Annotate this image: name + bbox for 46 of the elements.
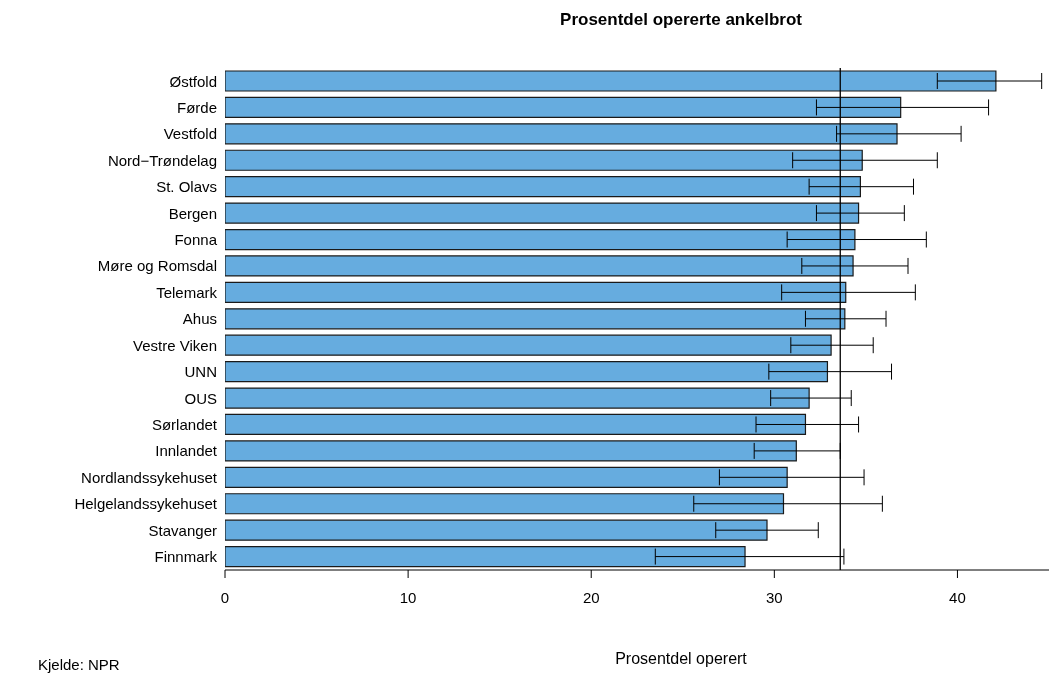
bar — [225, 281, 847, 303]
y-tick-label: Finnmark — [154, 548, 218, 566]
x-tick-label: 20 — [582, 588, 600, 606]
bar — [225, 361, 829, 383]
bar — [225, 413, 807, 436]
y-tick-label: Innlandet — [155, 442, 218, 460]
x-tick-label: 10 — [399, 588, 417, 606]
bar — [225, 545, 746, 568]
y-tick-label: Ahus — [182, 310, 217, 328]
bar — [225, 466, 788, 488]
bar — [225, 440, 797, 462]
y-tick-label: Fonna — [174, 231, 218, 249]
x-tick-label: 40 — [949, 588, 966, 606]
y-tick-label: UNN — [184, 363, 217, 381]
y-tick-label: Helgelandssykehuset — [74, 495, 218, 513]
y-tick-label: Telemark — [156, 283, 218, 301]
bar — [225, 255, 854, 277]
bar — [225, 96, 902, 119]
y-tick-label: Vestre Viken — [133, 336, 217, 354]
y-tick-label: OUS — [184, 389, 217, 407]
y-tick-label: Vestfold — [163, 125, 217, 143]
bar — [225, 308, 846, 330]
bar — [225, 149, 863, 171]
x-tick-label: 30 — [765, 588, 783, 606]
x-tick-label: 0 — [220, 588, 230, 606]
bar — [225, 176, 861, 198]
y-tick-label: Førde — [176, 98, 217, 116]
y-tick-label: Nordlandssykehuset — [81, 468, 218, 486]
y-tick-label: St. Olavs — [156, 178, 217, 196]
bar — [225, 493, 785, 515]
text: Kjelde: NPR — [38, 656, 120, 673]
bar — [225, 334, 832, 356]
bar — [225, 70, 997, 92]
y-tick-label: Bergen — [168, 204, 217, 222]
bar — [225, 202, 860, 224]
bar — [225, 387, 810, 409]
y-tick-label: Østfold — [169, 72, 217, 90]
y-tick-label: Nord−Trøndelag — [107, 151, 217, 169]
chart-title: Prosentdel opererte ankelbrot — [559, 10, 803, 30]
y-tick-label: Stavanger — [148, 521, 217, 539]
x-axis-title: Prosentdel operert — [614, 650, 748, 668]
bar — [225, 519, 768, 541]
bar — [225, 228, 856, 251]
y-tick-label: Sørlandet — [151, 416, 218, 434]
bar — [225, 123, 898, 145]
y-tick-label: Møre og Romsdal — [97, 257, 217, 275]
